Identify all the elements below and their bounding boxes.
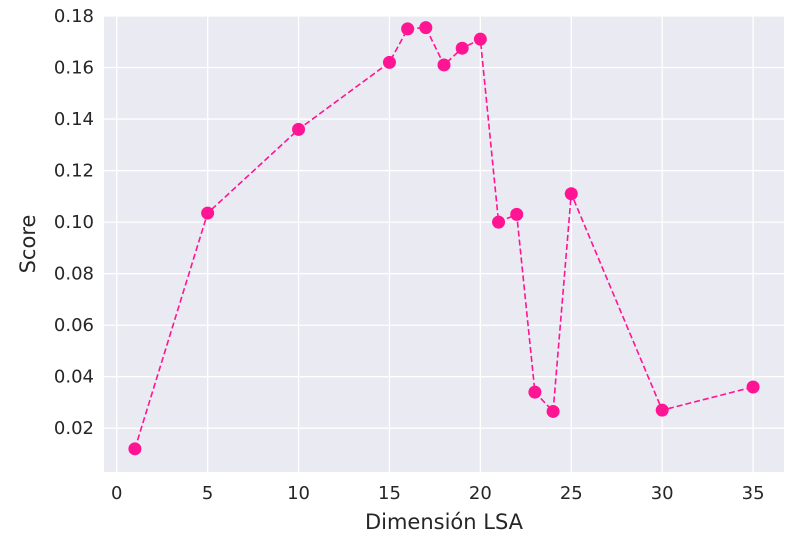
x-tick-label: 35	[742, 483, 765, 504]
x-tick-label: 5	[202, 483, 213, 504]
x-tick-label: 30	[651, 483, 674, 504]
data-point	[510, 207, 524, 221]
grid-lines	[104, 15, 784, 472]
data-point	[382, 55, 396, 69]
x-tick-label: 10	[287, 483, 310, 504]
y-tick-label: 0.16	[54, 58, 94, 79]
y-tick-label: 0.06	[54, 315, 94, 336]
data-point	[455, 41, 469, 55]
y-tick-label: 0.08	[54, 264, 94, 285]
data-point	[564, 187, 578, 201]
data-point	[746, 380, 760, 394]
y-tick-label: 0.18	[54, 6, 94, 27]
y-tick-label: 0.02	[54, 418, 94, 439]
plot-area	[104, 16, 784, 472]
data-point	[528, 385, 542, 399]
y-axis-ticks: 0.02 0.04 0.06 0.08 0.10 0.12 0.14 0.16 0.18	[54, 6, 94, 439]
y-axis-title: Score	[16, 215, 40, 274]
y-tick-label: 0.14	[54, 109, 94, 130]
data-point	[473, 32, 487, 46]
x-tick-label: 15	[378, 483, 401, 504]
x-axis-ticks: 0 5 10 15 20 25 30 35	[111, 483, 765, 504]
x-axis-title: Dimensión LSA	[365, 510, 524, 534]
data-point	[128, 442, 142, 456]
x-tick-label: 20	[469, 483, 492, 504]
data-point	[401, 22, 415, 36]
data-point	[419, 21, 433, 35]
y-tick-label: 0.04	[54, 367, 94, 388]
data-point	[655, 403, 669, 417]
data-points	[128, 21, 760, 456]
data-point	[492, 215, 506, 229]
data-point	[292, 122, 306, 136]
data-point	[201, 206, 215, 220]
y-tick-label: 0.10	[54, 212, 94, 233]
data-point	[546, 404, 560, 418]
x-tick-label: 0	[111, 483, 122, 504]
data-point	[437, 58, 451, 72]
x-tick-label: 25	[560, 483, 583, 504]
series-line	[134, 26, 754, 450]
y-tick-label: 0.12	[54, 161, 94, 182]
